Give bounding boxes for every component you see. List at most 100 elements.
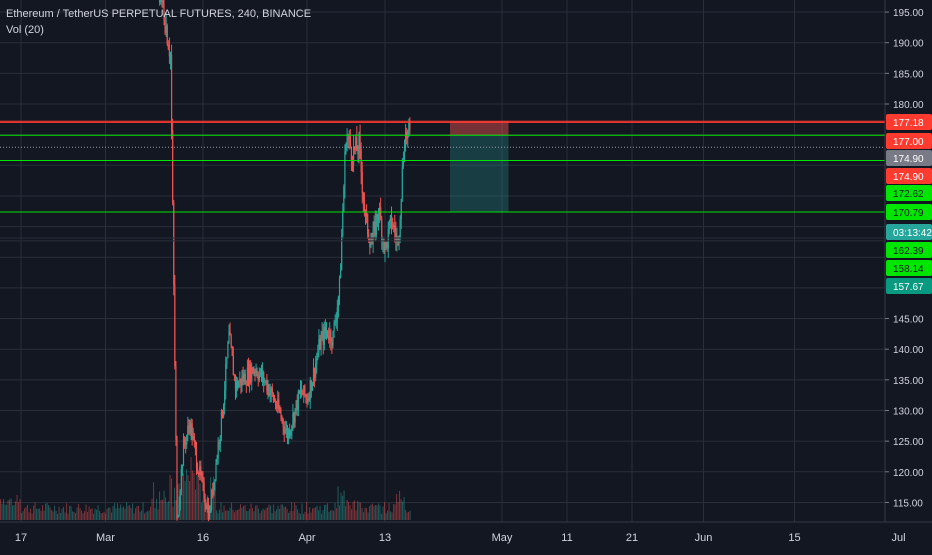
chart-legend: Ethereum / TetherUS PERPETUAL FUTURES, 2… <box>6 6 311 38</box>
volume-bar <box>220 502 222 520</box>
volume-bar <box>166 502 168 520</box>
volume-bar <box>22 511 24 520</box>
price-tick-label: 125.00 <box>893 437 924 448</box>
candle-body <box>160 0 162 3</box>
time-tick-label: Apr <box>298 532 315 544</box>
time-axis: 17 Mar 16 Apr 13 May 11 21 Jun 15 Jul <box>0 521 932 550</box>
candle-body <box>203 482 205 500</box>
volume-bar <box>219 509 221 520</box>
candle-body <box>178 503 180 516</box>
volume-bar <box>343 490 345 520</box>
volume-bar <box>403 497 405 520</box>
volume-bar <box>151 498 153 520</box>
volume-bar <box>21 513 23 520</box>
volume-bar <box>103 511 105 520</box>
time-tick-label: 11 <box>561 532 572 544</box>
candle-body <box>409 122 411 130</box>
price-tag-label: 162.39 <box>893 246 924 257</box>
candle-body <box>215 462 217 480</box>
volume-bar <box>381 513 383 520</box>
volume-bar <box>334 502 336 520</box>
candle-body <box>333 323 335 332</box>
volume-bar <box>348 501 350 520</box>
candle-body <box>369 240 371 247</box>
volume-bar <box>6 504 8 520</box>
price-tag-gray: 174.90 <box>886 150 932 166</box>
volume-bar <box>264 510 266 520</box>
candle-body <box>338 278 341 297</box>
time-axis-bg <box>0 522 885 550</box>
volume-indicator-label[interactable]: Vol (20) <box>6 24 44 36</box>
candle-body <box>208 510 211 519</box>
price-tag-label: 172.62 <box>893 189 924 200</box>
volume-bar <box>241 507 243 520</box>
candle-body <box>400 198 402 220</box>
volume-bar <box>375 504 377 520</box>
candle-body <box>345 146 347 152</box>
candle-body <box>252 367 254 374</box>
volume-bar <box>328 511 330 520</box>
price-tag-bg <box>886 204 932 220</box>
volume-bar <box>295 505 297 520</box>
volume-bar <box>136 506 138 520</box>
candle-body <box>402 160 405 167</box>
candle-body <box>192 436 194 440</box>
candle-body <box>308 397 310 400</box>
volume-bar <box>171 478 173 520</box>
volume-bar <box>115 508 117 520</box>
candle-body <box>170 54 173 131</box>
candle-body <box>234 376 237 391</box>
volume-bar <box>31 513 33 520</box>
volume-bar <box>244 505 246 520</box>
candle-body <box>263 371 265 383</box>
volume-bar <box>324 504 326 520</box>
volume-bar <box>387 510 389 520</box>
candle-body <box>394 225 396 233</box>
candle-body <box>404 131 407 147</box>
candle-body <box>348 136 350 139</box>
volume-bar <box>187 475 189 520</box>
candle-body <box>329 330 331 340</box>
volume-bar <box>175 500 177 520</box>
volume-bar <box>346 500 348 520</box>
volume-bar <box>78 503 80 520</box>
volume-bar <box>205 499 207 520</box>
volume-bar <box>150 506 152 520</box>
volume-bar <box>354 500 356 520</box>
volume-bar <box>217 513 219 520</box>
volume-bar <box>120 504 122 520</box>
candle-body <box>251 367 253 382</box>
price-tag-bg <box>886 133 932 149</box>
candle-body <box>349 136 351 148</box>
volume-bar <box>27 504 29 520</box>
volume-bar <box>174 487 176 520</box>
candle-body <box>320 336 322 350</box>
price-tag-label: 157.67 <box>893 282 924 293</box>
time-tick-label: May <box>492 532 513 544</box>
volume-bar <box>135 508 137 520</box>
volume-bar <box>165 497 167 520</box>
candle-body <box>165 25 167 33</box>
price-tag-label: 174.90 <box>893 172 924 183</box>
candle-body <box>403 146 406 161</box>
price-tag-green: 162.39 <box>886 242 932 258</box>
candle-body <box>389 215 392 222</box>
volume-bar <box>37 508 39 520</box>
volume-bar <box>34 502 36 520</box>
volume-bar <box>186 469 188 520</box>
candle-body <box>209 510 212 512</box>
volume-bar <box>139 511 141 520</box>
symbol-title[interactable]: Ethereum / TetherUS PERPETUAL FUTURES, 2… <box>6 8 312 20</box>
volume-bar <box>400 499 402 520</box>
time-tick-label: 16 <box>197 532 209 544</box>
volume-bar <box>316 505 318 520</box>
candle-body <box>241 376 243 386</box>
volume-bar <box>199 483 201 520</box>
volume-bar <box>16 495 18 520</box>
volume-bar <box>249 508 251 520</box>
volume-bar <box>310 512 312 520</box>
volume-bar <box>55 510 57 520</box>
candle-body <box>373 221 375 229</box>
